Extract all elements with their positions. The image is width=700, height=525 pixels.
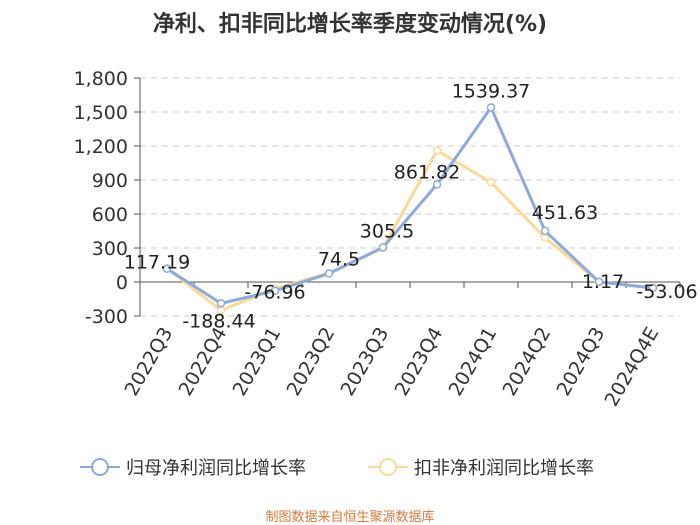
legend-label-series-2: 扣非净利润同比增长率 [414,458,594,479]
data-point-series-2 [540,233,550,243]
data-point-series-1 [324,269,334,278]
data-point-series-2 [432,146,442,155]
data-label: 117.19 [124,252,190,274]
legend-marker-series-2 [368,458,408,476]
y-tick-label: 900 [92,170,128,192]
data-point-series-1 [486,103,496,112]
y-tick-label: 1,800 [74,68,128,90]
data-point-series-1 [540,226,550,236]
data-label: 74.5 [318,249,360,271]
y-tick-label: 600 [92,204,128,226]
x-tick-label: 2024Q4E [601,324,664,411]
data-point-series-1 [162,264,172,273]
x-tick-label: 2023Q1 [229,324,286,400]
data-point-series-1 [270,286,280,295]
data-label: 861.82 [394,161,460,183]
legend-marker-series-1 [80,458,120,476]
legend-label-series-1: 归母净利润同比增长率 [126,458,306,479]
data-point-series-1 [648,283,658,293]
y-tick-label: -300 [85,306,128,328]
x-tick-label: 2024Q1 [445,324,502,400]
chart-title: 净利、扣非同比增长率季度变动情况(%) [152,12,548,37]
y-tick-label: 0 [116,272,128,294]
source-note: 制图数据来自恒生聚源数据库 [265,510,435,525]
data-point-series-1 [432,180,442,189]
legend-item-series-1[interactable]: 归母净利润同比增长率 [80,452,306,482]
x-tick-label: 2023Q2 [283,324,340,400]
y-tick-label: 1,200 [74,136,128,158]
y-tick-label: 300 [92,238,128,260]
data-label: -76.96 [244,282,305,304]
x-tick-label: 2023Q3 [337,324,394,400]
data-point-series-2 [486,178,496,187]
data-label: -53.06 [636,281,697,303]
legend-item-series-2[interactable]: 扣非净利润同比增长率 [368,452,594,482]
data-label: 451.63 [532,202,598,224]
x-tick-label: 2023Q4 [391,324,448,400]
x-tick-label: 2022Q4 [175,324,232,400]
x-tick-label: 2024Q2 [499,324,556,400]
series-lines [162,103,658,315]
y-tick-label: 1,500 [74,102,128,124]
data-point-series-1 [378,243,388,252]
data-point-series-1 [216,299,226,308]
data-label: 1.17 [582,271,624,293]
series-line-1 [166,106,654,305]
data-label: 1539.37 [452,81,531,103]
x-tick-label: 2024Q3 [553,324,610,400]
series-line-2 [166,149,654,312]
data-point-series-1 [594,277,604,287]
x-tick-label: 2022Q3 [121,324,178,400]
data-label: -188.44 [182,310,255,332]
data-label: 305.5 [360,220,414,242]
